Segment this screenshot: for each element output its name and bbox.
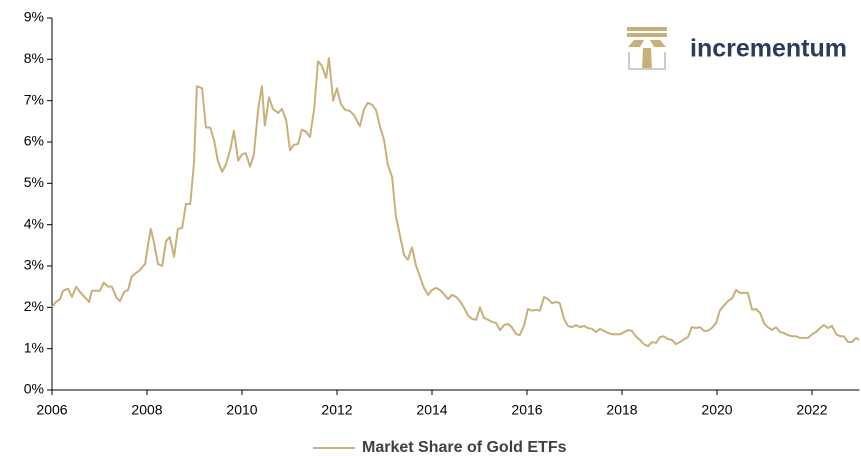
y-tick-label: 3%	[24, 257, 44, 273]
y-tick-label: 5%	[24, 174, 44, 190]
logo-icon	[627, 27, 667, 70]
x-tick-label: 2018	[606, 402, 637, 418]
x-tick-label: 2008	[131, 402, 162, 418]
logo-text: incrementum	[690, 35, 847, 63]
legend-label: Market Share of Gold ETFs	[362, 439, 567, 456]
x-tick-label: 2014	[416, 402, 447, 418]
x-tick-label: 2010	[226, 402, 257, 418]
x-tick-label: 2006	[36, 402, 67, 418]
y-tick-label: 2%	[24, 298, 44, 314]
x-tick-label: 2012	[321, 402, 352, 418]
y-tick-label: 1%	[24, 339, 44, 355]
y-tick-label: 9%	[24, 9, 44, 25]
y-tick-label: 0%	[24, 381, 44, 397]
data-line	[51, 57, 860, 348]
y-tick-label: 6%	[24, 133, 44, 149]
y-tick-label: 7%	[24, 91, 44, 107]
x-tick-label: 2022	[796, 402, 827, 418]
x-tick-label: 2020	[701, 402, 732, 418]
y-tick-label: 8%	[24, 50, 44, 66]
y-tick-label: 4%	[24, 215, 44, 231]
x-tick-label: 2016	[511, 402, 542, 418]
